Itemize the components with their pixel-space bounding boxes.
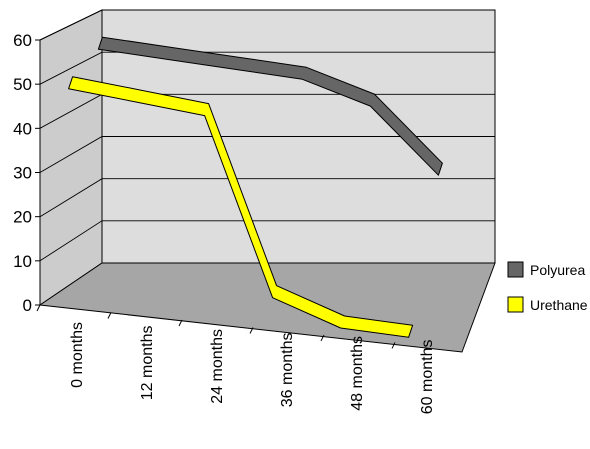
x-tick-label: 0 months [69, 322, 86, 388]
x-axis-ticks: 0 months 12 months 24 months 36 months 48 mo… [36, 304, 436, 415]
x-tick-label: 48 months [349, 336, 366, 411]
legend: Polyurea Urethane [507, 261, 588, 313]
x-tick-mark [391, 342, 396, 349]
x-tick-mark [320, 334, 325, 342]
x-tick-label: 12 months [139, 326, 156, 401]
x-tick-mark [178, 319, 183, 327]
y-tick-label: 30 [13, 164, 32, 183]
x-tick-mark [107, 312, 112, 319]
y-tick-label: 50 [13, 75, 32, 94]
gridline [39, 9, 495, 41]
series-urethane-line [68, 76, 414, 338]
gridline [39, 220, 495, 262]
x-tick-label: 36 months [279, 333, 296, 408]
legend-swatch [507, 261, 524, 278]
x-tick-label: 60 months [419, 340, 436, 415]
legend-swatch [507, 296, 524, 313]
y-tick-label: 40 [13, 119, 32, 138]
y-tick-label: 0 [23, 296, 32, 315]
x-tick-mark [249, 327, 254, 334]
y-tick-label: 60 [13, 31, 32, 50]
y-tick-label: 10 [13, 252, 32, 271]
gridline [39, 51, 495, 85]
series-polyurea-line [97, 36, 443, 176]
legend-label: Urethane [530, 297, 588, 313]
gridline [39, 178, 495, 218]
legend-label: Polyurea [530, 262, 585, 278]
series-group [68, 36, 443, 338]
y-tick-label: 20 [13, 208, 32, 227]
x-tick-mark [36, 304, 41, 312]
y-axis-ticks: 0 10 20 30 40 50 60 [13, 31, 40, 315]
x-tick-label: 24 months [209, 329, 226, 404]
gridline [39, 136, 495, 173]
side-wall [39, 9, 103, 306]
